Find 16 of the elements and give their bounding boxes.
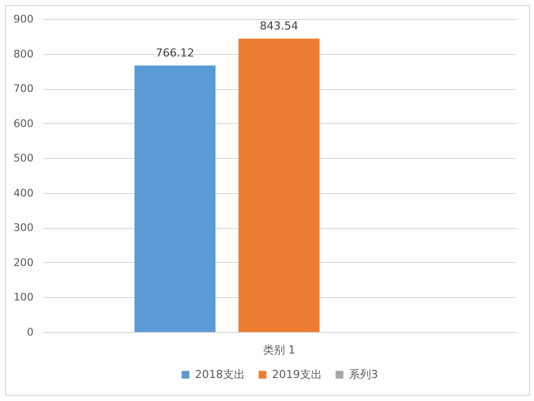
- legend-label: 2019支出: [272, 368, 322, 381]
- y-tick-label: 200: [13, 256, 34, 269]
- y-tick-label: 700: [13, 83, 34, 96]
- x-tick-label: 类别 1: [262, 344, 296, 356]
- data-label: 766.12: [156, 46, 194, 60]
- legend-label: 2018支出: [195, 368, 245, 381]
- y-tick-label: 500: [13, 152, 34, 165]
- y-tick-label: 400: [13, 187, 34, 200]
- y-tick-label: 0: [26, 326, 34, 338]
- legend-label: 系列3: [349, 368, 378, 381]
- y-tick-label: 300: [13, 222, 34, 234]
- data-label: 843.54: [260, 20, 298, 33]
- y-tick-label: 900: [13, 14, 34, 26]
- y-tick-label: 100: [13, 292, 34, 304]
- y-tick-label: 600: [13, 118, 34, 130]
- y-tick-label: 800: [13, 48, 34, 60]
